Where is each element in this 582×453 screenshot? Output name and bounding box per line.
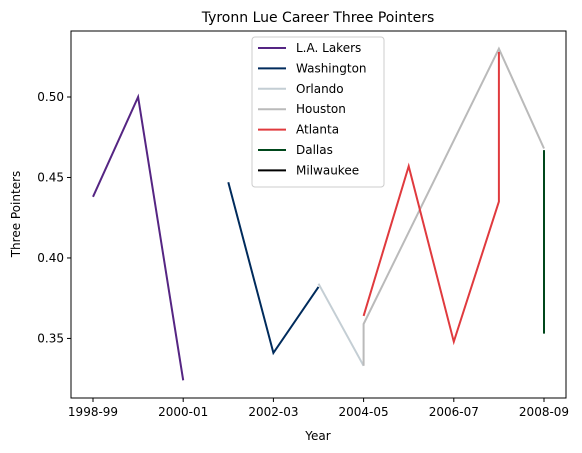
y-tick-label: 0.40 [37, 251, 64, 265]
y-tick-label: 0.50 [37, 90, 64, 104]
legend-label: L.A. Lakers [296, 41, 361, 55]
y-axis-label: Three Pointers [9, 171, 23, 259]
legend-items: L.A. Lakers Washington Orlando Houston Atlan… [258, 41, 367, 177]
legend-label: Houston [296, 102, 346, 116]
legend-label: Dallas [296, 143, 333, 157]
series-line-0 [92, 93, 185, 381]
x-axis-label: Year [304, 429, 330, 443]
x-tick-label: 2002-03 [248, 405, 298, 419]
legend-label: Atlanta [296, 123, 339, 137]
plot-lines [92, 46, 545, 381]
x-tick-label: 2000-01 [158, 405, 208, 419]
chart-title: Tyronn Lue Career Three Pointers [201, 10, 435, 26]
x-tick-label: 2006-07 [429, 405, 479, 419]
x-tick-label: 2008-09 [519, 405, 569, 419]
x-tick-label: 1998-99 [68, 405, 118, 419]
series-line-2 [317, 283, 365, 367]
legend-label: Milwaukee [296, 163, 359, 177]
x-tick-label: 2004-05 [339, 405, 389, 419]
x-axis-ticks: 1998-99 2000-01 2002-03 2004-05 2006-07 2008-… [68, 398, 569, 419]
legend-label: Orlando [296, 82, 344, 96]
series-line-4 [362, 51, 500, 346]
series-line-1 [227, 182, 320, 356]
y-tick-label: 0.35 [37, 331, 64, 345]
y-axis-ticks: 0.35 0.40 0.45 0.50 [37, 90, 71, 345]
plot-frame [70, 30, 567, 399]
series-line-3 [362, 46, 545, 366]
legend: L.A. Lakers Washington Orlando Houston Atlan… [251, 36, 385, 188]
y-tick-label: 0.45 [37, 170, 64, 184]
legend-label: Washington [296, 61, 367, 75]
